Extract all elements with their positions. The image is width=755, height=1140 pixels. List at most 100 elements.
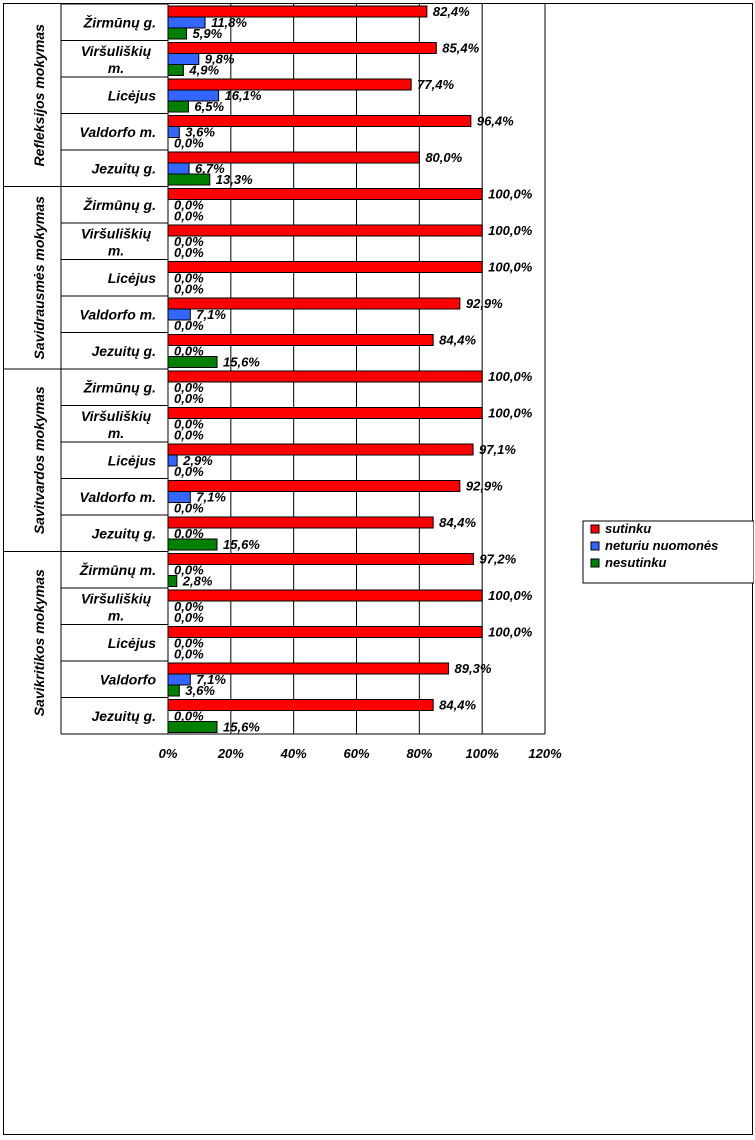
bar-sutinku	[167, 589, 483, 602]
category-label: Jezuitų g.	[91, 525, 156, 541]
legend-swatch	[590, 524, 600, 534]
legend-swatch	[590, 541, 600, 551]
data-label: 6,5%	[194, 99, 224, 114]
data-label: 100,0%	[488, 223, 533, 238]
bar-nesutinku	[167, 721, 218, 733]
bar-sutinku	[167, 188, 483, 200]
category-label: Viršuliškių	[81, 408, 152, 424]
category-label: m.	[108, 607, 124, 623]
data-label: 100,0%	[488, 406, 533, 421]
data-label: 3,6%	[185, 125, 215, 140]
bar-nesutinku	[167, 64, 184, 76]
data-label: 0,0%	[174, 610, 204, 625]
bar-neturiu-nuomonės	[167, 162, 190, 175]
legend-label: nesutinku	[605, 555, 666, 570]
category-label: m.	[108, 242, 124, 258]
chart-frame: 0% 20% 40% 60% 80% 100% 120% Žirmūnų g. 82,4% 11,…	[3, 3, 754, 1135]
data-label: 92,9%	[466, 479, 503, 494]
data-label: 0,0%	[174, 501, 204, 516]
legend-label: sutinku	[605, 521, 651, 536]
category-label: Jezuitų g.	[91, 160, 156, 176]
data-label: 0,0%	[174, 136, 204, 151]
data-label: 85,4%	[442, 41, 479, 56]
legend-swatch	[590, 558, 600, 568]
data-label: 0,0%	[174, 636, 204, 651]
data-label: 7,1%	[196, 307, 226, 322]
bar-sutinku	[167, 480, 461, 492]
data-label: 97,1%	[479, 442, 516, 457]
data-label: 0,0%	[174, 271, 204, 286]
category-label: Licėjus	[108, 270, 156, 286]
data-label: 0,0%	[174, 234, 204, 249]
category-label: Valdorfo m.	[80, 306, 157, 322]
category-label: Licėjus	[108, 635, 156, 651]
category-label: Žirmūnų g.	[83, 378, 156, 395]
data-label: 92,9%	[466, 296, 503, 311]
data-label: 0,0%	[174, 318, 204, 333]
bar-neturiu-nuomonės	[167, 89, 220, 102]
data-label: 0,0%	[174, 563, 204, 578]
legend-box	[582, 520, 754, 584]
data-label: 0,0%	[174, 464, 204, 479]
data-label: 84,4%	[439, 333, 476, 348]
bar-nesutinku	[167, 575, 178, 587]
data-label: 15,6%	[223, 537, 260, 552]
category-label: Viršuliškių	[81, 43, 152, 59]
data-label: 89,3%	[455, 661, 492, 676]
bar-sutinku	[167, 699, 434, 711]
group-label: Savidrausmės mokymas	[31, 196, 47, 360]
data-label: 100,0%	[488, 625, 533, 640]
bar-neturiu-nuomonės	[167, 308, 191, 321]
data-label: 0,0%	[174, 526, 204, 541]
x-tick-label: 40%	[280, 746, 307, 761]
bar-sutinku	[167, 407, 483, 419]
x-tick-label: 20%	[217, 746, 244, 761]
bar-nesutinku	[167, 538, 218, 551]
category-label: Valdorfo	[100, 671, 157, 687]
data-label: 0,0%	[174, 209, 204, 224]
data-label: 15,6%	[223, 720, 260, 735]
data-label: 0,0%	[174, 709, 204, 724]
category-label: Žirmūnų g.	[83, 13, 156, 30]
group-label: Savitvardos mokymas	[31, 386, 47, 534]
bar-nesutinku	[167, 684, 180, 697]
data-label: 96,4%	[477, 114, 514, 129]
x-tick-label: 0%	[159, 746, 178, 761]
bar-sutinku	[167, 261, 483, 273]
x-tick-label: 80%	[406, 746, 432, 761]
bar-nesutinku	[167, 173, 211, 186]
data-label: 2,8%	[182, 574, 213, 589]
category-label: Žirmūnų g.	[83, 196, 156, 213]
data-label: 0,0%	[174, 245, 204, 260]
data-label: 6,7%	[195, 161, 225, 176]
data-label: 0,0%	[174, 344, 204, 359]
data-label: 15,6%	[223, 355, 260, 370]
bar-sutinku	[167, 334, 434, 346]
category-label: Viršuliškių	[81, 225, 152, 241]
bar-sutinku	[167, 370, 483, 383]
bar-neturiu-nuomonės	[167, 126, 180, 138]
data-label: 100,0%	[488, 588, 533, 603]
bar-sutinku	[167, 224, 483, 237]
x-tick-label: 60%	[343, 746, 369, 761]
category-label: Jezuitų g.	[91, 343, 156, 359]
data-label: 7,1%	[196, 672, 226, 687]
data-label: 0,0%	[174, 599, 204, 614]
bar-neturiu-nuomonės	[167, 454, 178, 467]
bar-sutinku	[167, 626, 483, 638]
data-label: 5,9%	[193, 26, 223, 41]
bar-nesutinku	[167, 100, 189, 113]
data-label: 100,0%	[488, 187, 533, 202]
data-label: 0,0%	[174, 198, 204, 213]
data-label: 0,0%	[174, 282, 204, 297]
data-label: 82,4%	[433, 4, 470, 19]
bar-nesutinku	[167, 356, 218, 368]
data-label: 97,2%	[479, 552, 516, 567]
bar-sutinku	[167, 443, 474, 456]
bar-sutinku	[167, 297, 461, 310]
data-label: 9,8%	[205, 52, 235, 67]
category-label: Viršuliškių	[81, 590, 152, 606]
x-tick-label: 100%	[466, 746, 500, 761]
bar-sutinku	[167, 42, 437, 54]
category-label: Valdorfo m.	[80, 489, 157, 505]
